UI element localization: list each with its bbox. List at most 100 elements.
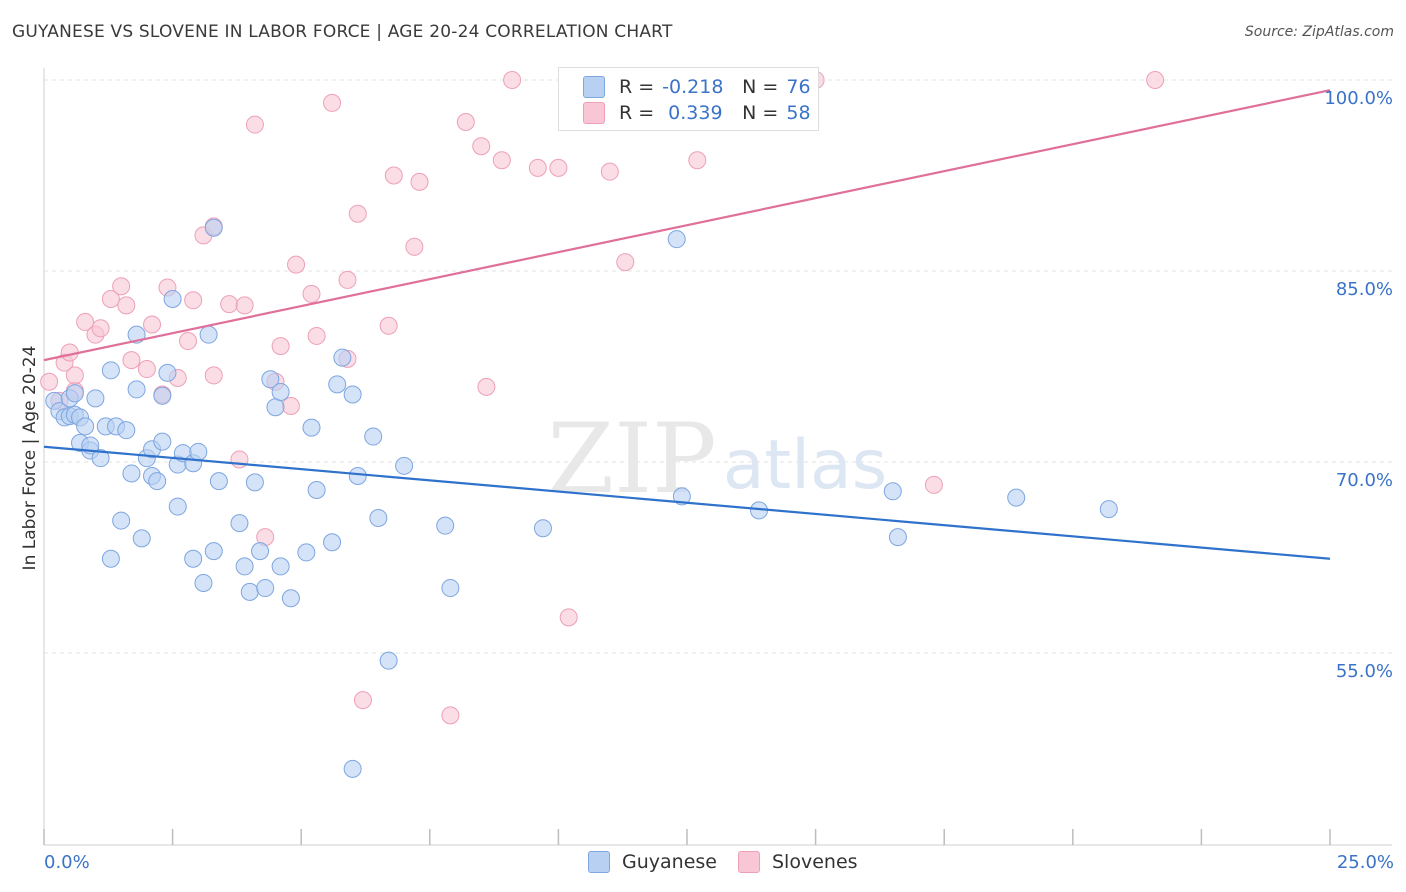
guyanese-point (209, 472, 228, 491)
legend-row-slovenes: R = 0.339 N = 58 (583, 100, 811, 126)
guyanese-point (281, 589, 300, 608)
correlation-legend: R = -0.218 N = 76 R = 0.339 N = 58 (558, 67, 819, 131)
trend-lines (43, 89, 1331, 560)
slovenes-point (281, 396, 300, 415)
slovenes-point (1146, 71, 1165, 89)
guyanese-swatch (588, 851, 610, 873)
slovenes-point (179, 332, 198, 351)
guyanese-point (1099, 500, 1118, 519)
guyanese-point (194, 573, 213, 592)
guyanese-point (65, 384, 84, 403)
guyanese-point (245, 473, 264, 492)
guyanese-point (333, 348, 352, 367)
guyanese-legend-label: Guyanese (622, 851, 717, 873)
slovenes-point (235, 296, 254, 315)
guyanese-point (343, 385, 362, 404)
slovenes-point (230, 450, 249, 469)
r-label: R = (619, 102, 655, 124)
guyanese-point (153, 386, 172, 405)
guyanese-point (672, 487, 691, 506)
y-axis-label: In Labor Force | Age 20-24 (20, 345, 40, 571)
guyanese-point (256, 579, 275, 598)
guyanese-point (112, 511, 131, 530)
guyanese-point (266, 398, 285, 417)
slovenes-point (353, 691, 372, 710)
guyanese-r-value: -0.218 (662, 76, 724, 98)
slovenes-point (287, 255, 306, 274)
y-tick-label: 100.0% (1324, 88, 1393, 109)
slovenes-point (492, 151, 511, 170)
guyanese-point (168, 497, 187, 516)
slovenes-point (405, 237, 424, 256)
guyanese-point (395, 456, 414, 475)
slovenes-trend-line (43, 89, 1331, 362)
slovenes-point (323, 93, 342, 112)
guyanese-point (127, 380, 146, 399)
guyanese-point (323, 533, 342, 552)
guyanese-point (328, 375, 347, 394)
guyanese-point (302, 418, 321, 437)
source-label: Source: ZipAtlas.com (1244, 24, 1394, 40)
guyanese-point (307, 481, 326, 500)
y-tick-label: 55.0% (1336, 661, 1393, 682)
slovenes-point (348, 204, 367, 223)
slovenes-point (204, 366, 223, 385)
slovenes-point (302, 284, 321, 303)
guyanese-point (369, 509, 388, 528)
guyanese-point (348, 467, 367, 486)
guyanese-point (436, 516, 455, 535)
guyanese-point (251, 542, 270, 561)
slovenes-point (338, 270, 357, 289)
slovenes-point (143, 315, 162, 334)
slovenes-point (91, 319, 110, 338)
guyanese-point (122, 464, 141, 483)
slovenes-point (528, 158, 547, 177)
slovenes-point (220, 295, 239, 314)
slovenes-point (410, 172, 429, 191)
guyanese-point (148, 472, 167, 491)
slovenes-point (688, 151, 707, 170)
slovenes-legend-label: Slovenes (772, 851, 858, 873)
slovenes-point (122, 351, 141, 370)
guyanese-point (240, 582, 259, 601)
guyanese-point (364, 427, 383, 446)
guyanese-point (230, 514, 249, 533)
guyanese-point (297, 543, 316, 562)
guyanese-point (101, 361, 120, 380)
guyanese-point (101, 549, 120, 568)
watermark: ZIP atlas (547, 403, 887, 515)
slovenes-point (184, 291, 203, 310)
slovenes-point (456, 113, 475, 132)
n-label: N = (742, 102, 779, 124)
x-min-label: 0.0% (44, 852, 90, 873)
x-max-label: 25.0% (1336, 852, 1394, 873)
guyanese-trend-line (43, 445, 1331, 560)
guyanese-point (261, 370, 280, 389)
guyanese-point (343, 759, 362, 778)
guyanese-point (883, 482, 902, 501)
slovenes-point (472, 137, 491, 156)
guyanese-point (204, 218, 223, 237)
guyanese-swatch (583, 76, 605, 98)
guyanese-point (888, 528, 907, 547)
slovenes-point (65, 366, 84, 385)
slovenes-point (101, 290, 120, 309)
slovenes-point (307, 326, 326, 345)
guyanese-point (441, 579, 460, 598)
slovenes-swatch (583, 102, 605, 124)
guyanese-point (163, 290, 182, 309)
slovenes-point (76, 312, 95, 331)
y-tick-label: 85.0% (1336, 279, 1393, 300)
guyanese-point (204, 542, 223, 561)
slovenes-point (477, 377, 496, 396)
guyanese-point (199, 325, 218, 344)
slovenes-point (600, 162, 619, 181)
watermark-atlas: atlas (723, 426, 887, 505)
slovenes-point (441, 706, 460, 725)
guyanese-point (271, 557, 290, 576)
axes (43, 68, 1392, 846)
slovenes-point (271, 337, 290, 356)
guyanese-point (667, 230, 686, 249)
guyanese-point (158, 363, 177, 382)
